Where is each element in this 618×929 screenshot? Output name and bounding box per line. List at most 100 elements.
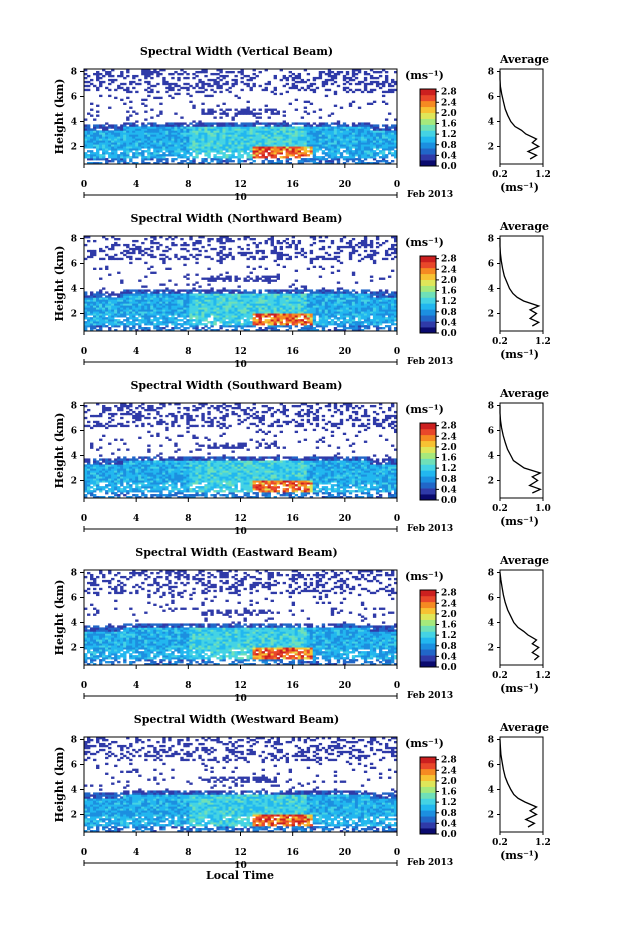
heatmap-cell bbox=[288, 299, 293, 302]
heatmap-cell bbox=[300, 299, 305, 302]
heatmap-cell bbox=[381, 142, 386, 145]
heatmap-cell bbox=[219, 74, 223, 78]
heatmap-cell bbox=[276, 150, 280, 153]
heatmap-cell bbox=[348, 255, 353, 259]
heatmap-cell bbox=[126, 88, 130, 92]
heatmap-cell bbox=[354, 134, 359, 137]
heatmap-cell bbox=[393, 130, 398, 133]
heatmap-cell bbox=[279, 301, 283, 304]
heatmap-cell bbox=[378, 305, 383, 308]
heatmap-cell bbox=[192, 305, 196, 308]
heatmap-cell bbox=[312, 160, 317, 163]
heatmap-cell bbox=[324, 148, 329, 151]
heatmap-cell bbox=[84, 124, 88, 127]
heatmap-cell bbox=[258, 156, 262, 159]
heatmap-cell bbox=[240, 134, 244, 137]
heatmap-cell bbox=[228, 86, 232, 90]
heatmap-cell bbox=[309, 291, 314, 294]
heatmap-cell bbox=[261, 152, 265, 155]
heatmap-cell bbox=[342, 150, 347, 153]
heatmap-cell bbox=[186, 277, 190, 280]
heatmap-cell bbox=[222, 299, 226, 302]
heatmap-cell bbox=[135, 303, 139, 306]
heatmap-cell bbox=[237, 128, 241, 131]
heatmap-cell bbox=[93, 325, 97, 328]
heatmap-cell bbox=[342, 313, 347, 316]
heatmap-cell bbox=[90, 134, 94, 137]
heatmap-cell bbox=[231, 329, 235, 332]
heatmap-cell bbox=[96, 329, 100, 332]
heatmap-cell bbox=[393, 126, 398, 129]
heatmap-cell bbox=[189, 160, 193, 163]
heatmap-cell bbox=[345, 319, 350, 322]
heatmap-cell bbox=[132, 309, 136, 312]
heatmap-cell bbox=[198, 319, 202, 322]
heatmap-cell bbox=[384, 118, 389, 121]
heatmap-cell bbox=[129, 156, 133, 159]
heatmap-cell bbox=[99, 313, 103, 316]
heatmap-cell bbox=[363, 249, 368, 253]
heatmap-cell bbox=[297, 136, 302, 139]
heatmap-cell bbox=[195, 295, 199, 298]
heatmap-cell bbox=[177, 311, 181, 314]
heatmap-cell bbox=[282, 317, 286, 320]
heatmap-cell bbox=[279, 122, 283, 125]
heatmap-cell bbox=[105, 307, 109, 310]
heatmap-cell bbox=[234, 142, 238, 145]
heatmap-cell bbox=[270, 275, 274, 278]
heatmap-cell bbox=[285, 136, 289, 139]
heatmap-cell bbox=[105, 311, 109, 314]
heatmap-cell bbox=[270, 110, 274, 113]
heatmap-cell bbox=[273, 140, 277, 143]
heatmap-cell bbox=[195, 241, 199, 245]
heatmap-cell bbox=[351, 72, 356, 76]
heatmap-cell bbox=[102, 136, 106, 139]
heatmap-cell bbox=[96, 158, 100, 161]
heatmap-cell bbox=[273, 317, 277, 320]
heatmap-cell bbox=[306, 329, 311, 332]
heatmap-cell bbox=[300, 162, 305, 165]
heatmap-cell bbox=[291, 144, 296, 147]
heatmap-cell bbox=[318, 144, 323, 147]
heatmap-cell bbox=[369, 253, 374, 257]
heatmap-cell bbox=[237, 152, 241, 155]
heatmap-cell bbox=[192, 146, 196, 149]
heatmap-cell bbox=[96, 301, 100, 304]
heatmap-cell bbox=[105, 253, 109, 257]
heatmap-cell bbox=[348, 132, 353, 135]
heatmap-cell bbox=[279, 152, 283, 155]
heatmap-cell bbox=[315, 156, 320, 159]
heatmap-cell bbox=[198, 307, 202, 310]
heatmap-cell bbox=[174, 138, 178, 141]
heatmap-cell bbox=[90, 130, 94, 133]
heatmap-cell bbox=[369, 243, 374, 247]
heatmap-cell bbox=[123, 293, 127, 296]
heatmap-cell bbox=[144, 291, 148, 294]
heatmap-cell bbox=[384, 305, 389, 308]
heatmap-cell bbox=[294, 269, 299, 272]
heatmap-cell bbox=[90, 140, 94, 143]
heatmap-cell bbox=[102, 132, 106, 135]
heatmap-cell bbox=[285, 130, 289, 133]
heatmap-cell bbox=[291, 236, 296, 239]
heatmap-cell bbox=[201, 293, 205, 296]
heatmap-cell bbox=[204, 138, 208, 141]
heatmap-cell bbox=[111, 134, 115, 137]
heatmap-cell bbox=[132, 321, 136, 324]
heatmap-cell bbox=[288, 285, 293, 288]
heatmap-cell bbox=[90, 158, 94, 161]
heatmap-cell bbox=[210, 130, 214, 133]
heatmap-cell bbox=[168, 82, 172, 86]
heatmap-cell bbox=[279, 162, 283, 165]
heatmap-cell bbox=[123, 102, 127, 105]
heatmap-cell bbox=[183, 138, 187, 141]
heatmap-cell bbox=[351, 70, 356, 74]
heatmap-cell bbox=[375, 291, 380, 294]
heatmap-cell bbox=[216, 124, 220, 127]
heatmap-cell bbox=[351, 100, 356, 103]
heatmap-cell bbox=[327, 152, 332, 155]
heatmap-cell bbox=[159, 289, 163, 292]
heatmap-cell bbox=[144, 80, 148, 84]
heatmap-cell bbox=[84, 243, 88, 247]
heatmap-cell bbox=[243, 142, 247, 145]
